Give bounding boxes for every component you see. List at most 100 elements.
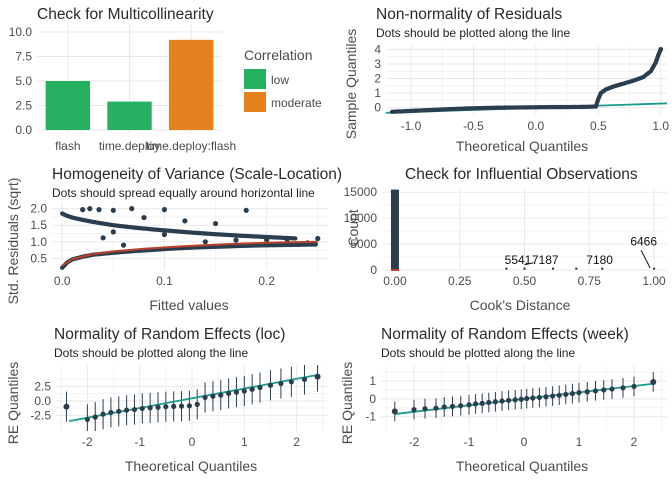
residual-normality-panel: Non-normality of Residuals Dots should b… [343,6,669,154]
legend-label-low: low [271,73,289,87]
data-point [563,391,569,398]
influential-panel: Check for Influential Observations 5541 7… [344,166,667,313]
data-point [161,231,168,238]
point-label: 5541 [505,253,532,267]
residual-normality-subtitle: Dots should be plotted along the line [376,26,570,40]
x-tick-label: 1.00 [642,274,666,288]
re-loc-y-ticks: -2.50.02.5 [30,379,51,422]
data-point [658,46,664,52]
x-tick-label: -1.0 [401,119,422,133]
multicollinearity-legend: Correlation low moderate [244,47,322,112]
data-point [233,389,240,395]
homogeneity-y-ticks: 0.5 1.0 1.5 2.0 [30,202,47,266]
x-tick-label: 0 [189,435,196,449]
bar-flash [45,81,91,130]
data-point [505,267,508,270]
re-loc-points [63,373,321,423]
influential-point-labels: 5541 7187 7180 6466 [505,235,657,270]
data-point [212,220,219,227]
x-tick-label: 1 [241,435,248,449]
label-leader [640,250,651,269]
data-point [652,267,656,270]
re-week-x-ticks: -2 -1 0 1 2 [409,435,638,449]
y-tick-label: 15000 [344,185,378,199]
y-tick-label: 2.5 [34,379,51,393]
homogeneity-title: Homogeneity of Variance (Scale-Location) [52,166,342,183]
y-tick-label: 0.5 [30,251,47,265]
data-point [178,403,185,409]
homogeneity-grid [52,202,328,270]
data-point [512,397,518,403]
influential-x-ticks: 0.00 0.25 0.50 0.75 1.00 [383,274,666,288]
data-point [301,376,308,383]
data-point [449,403,456,409]
data-point [551,267,555,270]
y-tick-label: 1.0 [30,235,47,249]
data-point [110,229,116,235]
point-label: 7187 [532,253,559,267]
residual-normality-y-label: Sample Quantiles [343,29,359,140]
y-tick-label: 0 [369,392,376,406]
data-point [492,399,498,405]
data-point [124,407,130,413]
re-week-grid [381,365,667,431]
data-point [92,414,98,420]
data-point [550,393,556,399]
y-tick-label: -1 [365,410,376,424]
data-point [411,406,417,413]
data-point [141,214,147,221]
y-tick-label: 5.0 [15,74,32,88]
data-point [108,409,114,416]
data-point [631,383,637,390]
y-tick-label: 7.5 [15,50,32,64]
y-tick-label: 5000 [350,237,377,251]
homogeneity-smooth-line [61,240,318,267]
data-point [523,267,526,270]
data-point [391,408,398,415]
y-tick-label: 10000 [344,211,378,225]
data-point [315,235,321,242]
data-point [163,404,169,410]
data-point [139,405,145,412]
x-tick-label: -2 [409,435,420,449]
data-point [592,388,599,394]
x-tick-label: 0.5 [590,119,607,133]
re-week-x-label: Theoretical Quantiles [456,458,588,474]
residual-normality-x-ticks: -1.0 -0.5 0.0 0.5 1.0 [401,119,670,133]
data-point [458,403,464,409]
re-week-panel: Normality of Random Effects (week) Dots … [339,326,667,474]
homogeneity-subtitle: Dots should spread equally around horizo… [52,186,315,200]
y-tick-label: 2 [374,72,381,86]
x-tick-label: time.deploy [99,139,160,153]
data-point [218,392,224,398]
x-tick-label: 0 [521,435,528,449]
histogram-bar [390,189,399,270]
data-point [536,394,543,401]
y-tick-label: 2.0 [30,202,47,216]
data-point [84,416,90,423]
data-point [486,399,492,406]
re-week-points [391,378,657,415]
point-label: 7180 [586,253,613,267]
data-point [278,380,284,387]
residual-normality-x-label: Theoretical Quantiles [456,138,588,154]
data-point [233,237,239,243]
data-point [506,397,512,403]
data-point [116,408,122,414]
data-point [293,236,298,241]
data-point [131,406,138,413]
data-point [433,405,439,411]
multicollinearity-title: Check for Multicollinearity [37,6,214,23]
data-point [186,403,192,409]
data-point [288,379,294,385]
y-tick-label: 3 [374,57,381,71]
x-tick-label: 2 [293,435,300,449]
y-tick-label: 1 [374,86,381,100]
data-point [171,403,177,409]
influential-y-label: Count [345,209,361,246]
data-point [96,207,102,213]
data-point [543,394,549,400]
x-tick-label: 2 [631,435,638,449]
